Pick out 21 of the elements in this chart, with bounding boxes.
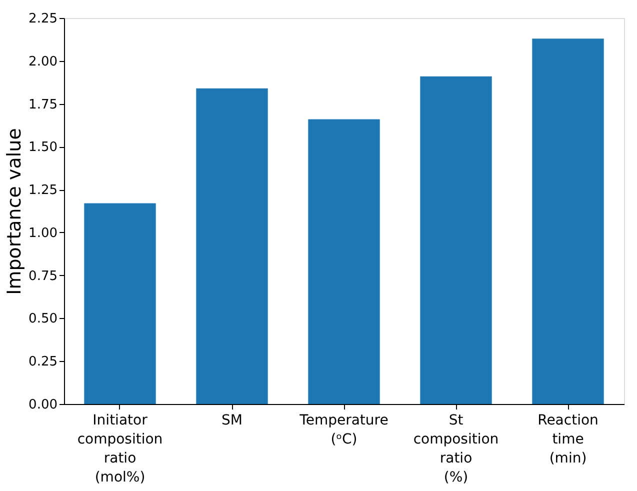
bar [532, 38, 604, 404]
x-tick-label: Reaction time (min) [538, 412, 598, 466]
y-tick-label: 1.75 [28, 97, 58, 112]
x-tick-label: Initiator composition ratio (mol%) [77, 412, 163, 486]
y-tick-label: 0.75 [28, 268, 58, 284]
bar [196, 88, 268, 404]
x-tick-label: SM [222, 412, 242, 428]
bar [84, 203, 156, 404]
y-tick-label: 1.25 [28, 183, 58, 198]
y-tick-label: 1.50 [28, 140, 58, 156]
bar [420, 76, 492, 404]
x-tick-label: St composition ratio (%) [413, 412, 499, 486]
y-axis-title: Importance value [4, 128, 26, 295]
y-tick-label: 2.00 [28, 54, 58, 70]
y-tick-label: 2.25 [28, 12, 58, 26]
y-tick-label: 0.00 [28, 398, 58, 412]
y-tick-label: 1.00 [28, 226, 58, 241]
bar [308, 119, 380, 404]
x-tick-label: Temperature (ᵒC) [298, 412, 388, 448]
y-tick-label: 0.25 [28, 354, 58, 370]
y-tick-label: 0.50 [28, 312, 58, 327]
